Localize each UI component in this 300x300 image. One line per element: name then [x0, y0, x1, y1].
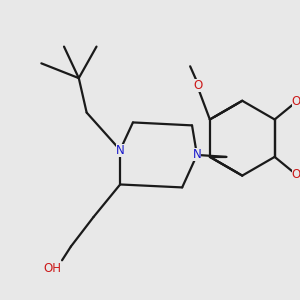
Text: N: N: [116, 143, 124, 157]
Text: O: O: [292, 95, 300, 108]
Text: N: N: [193, 148, 201, 161]
Text: O: O: [292, 168, 300, 181]
Text: N: N: [193, 148, 201, 161]
Text: N: N: [116, 143, 124, 157]
Text: OH: OH: [43, 262, 61, 275]
Text: N: N: [116, 143, 124, 157]
Text: N: N: [193, 148, 201, 161]
Text: O: O: [194, 80, 202, 92]
